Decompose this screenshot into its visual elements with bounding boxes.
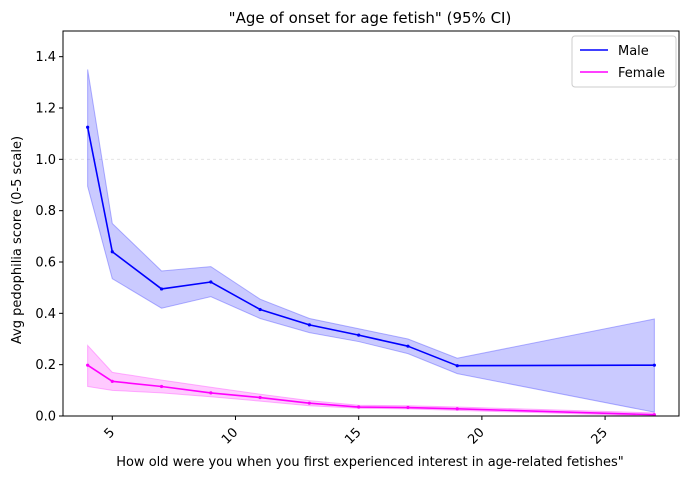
data-point-female [209,391,213,395]
data-point-female [159,384,164,389]
x-tick-label: 25 [589,425,611,447]
y-tick-label: 1.4 [35,50,56,65]
legend: Male Female [571,35,677,88]
series-line-male [86,127,655,367]
series-line-female [87,364,655,416]
y-tick-label: 1.2 [35,102,56,117]
legend-label-female: Female [618,66,665,81]
data-point-female [258,395,262,400]
data-point-male [652,363,656,367]
y-axis: 0.0 0.2 0.4 0.6 0.8 1.0 1.2 1.4 [35,50,63,425]
x-axis: 5 10 15 20 25 [102,416,611,448]
plot-frame [62,30,680,417]
data-point-female [455,407,459,411]
y-axis-label: Avg pedophilia score (0-5 scale) [10,136,25,344]
ci-band-male [87,69,655,413]
legend-box [571,35,677,88]
chart-title: "Age of onset for age fetish" (95% CI) [229,9,512,27]
y-tick-label: 0.4 [35,307,56,322]
data-point-male [307,323,311,327]
x-axis-label: How old were you when you first experien… [116,455,624,470]
x-tick-label: 5 [102,425,118,441]
data-point-male [209,280,213,284]
y-tick-label: 0.0 [35,410,56,425]
data-point-male [86,125,90,129]
data-point-male [159,287,164,291]
legend-label-male: Male [618,44,649,59]
data-point-male [110,250,114,254]
data-point-male [258,307,262,312]
series-lines [86,125,656,417]
data-point-female [406,405,410,410]
x-tick-label: 10 [219,425,241,447]
data-point-female [307,401,311,405]
y-tick-label: 0.8 [35,204,56,219]
data-point-female [110,379,114,383]
x-tick-label: 15 [342,425,364,447]
x-tick-label: 20 [465,425,487,447]
data-point-female [357,405,361,409]
y-tick-label: 1.0 [35,153,56,168]
y-tick-label: 0.2 [35,358,56,373]
data-point-male [455,364,459,368]
data-point-male [357,333,361,337]
plot-background [63,31,679,416]
y-tick-label: 0.6 [35,256,56,271]
data-point-male [406,344,410,348]
data-point-female [86,363,90,367]
